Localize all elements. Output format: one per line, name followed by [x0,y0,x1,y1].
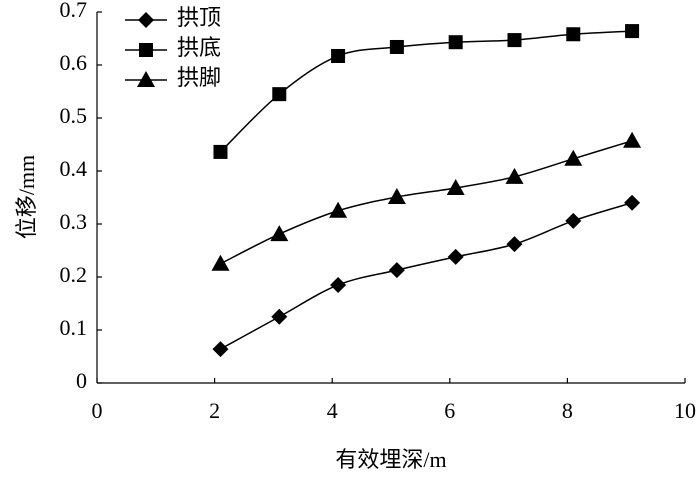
marker [272,87,287,102]
x-tick-label: 0 [92,398,103,423]
y-tick-label: 0.2 [60,262,88,287]
marker [212,341,229,358]
legend-marker [138,12,154,28]
y-axis-label: 位移/mm [14,155,39,239]
marker [566,27,581,42]
marker [448,35,463,50]
x-axis-label: 有效埋深/m [335,447,446,472]
marker [506,236,523,253]
marker [447,248,464,265]
marker [623,131,642,148]
legend-label: 拱底 [177,35,221,60]
marker [564,149,583,166]
legend-label: 拱顶 [177,5,221,30]
marker [565,212,582,229]
marker [388,262,405,279]
marker [624,194,641,211]
x-tick-label: 10 [674,398,696,423]
y-tick-label: 0 [76,368,87,393]
legend-marker [139,43,153,57]
y-tick-label: 0.7 [60,0,88,22]
y-tick-label: 0.1 [60,315,88,340]
y-tick-label: 0.3 [60,209,88,234]
x-tick-label: 8 [562,398,573,423]
marker [330,276,347,293]
legend-marker [137,71,155,87]
x-tick-label: 2 [209,398,220,423]
marker [387,187,406,204]
marker [625,24,640,39]
marker [329,201,348,218]
y-tick-label: 0.5 [60,103,88,128]
marker [507,33,522,48]
marker [331,48,346,63]
marker [505,167,524,184]
legend-label: 拱脚 [177,65,221,90]
x-tick-label: 4 [327,398,338,423]
marker [211,254,230,271]
y-tick-label: 0.4 [60,156,88,181]
marker [389,39,404,54]
marker [271,308,288,325]
x-tick-label: 6 [444,398,455,423]
marker [446,178,465,195]
marker [270,225,289,242]
y-tick-label: 0.6 [60,50,88,75]
marker [213,144,228,159]
